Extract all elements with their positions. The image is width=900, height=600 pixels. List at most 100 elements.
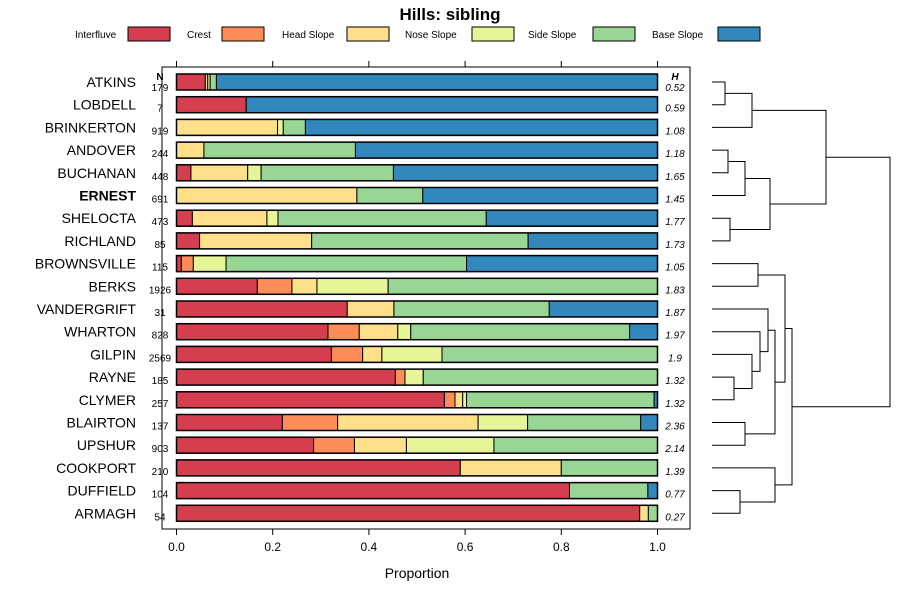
bar-segment-side-slope — [209, 73, 217, 91]
legend-swatch — [592, 26, 636, 42]
bar-segment-crest — [330, 345, 364, 363]
n-value: 185 — [152, 376, 169, 387]
y-labels: ATKINS LOBDELL BRINKERTON ANDOVER BUCHANAN ER… — [35, 74, 137, 521]
bar-row-duffield — [175, 481, 659, 500]
n-value: 1926 — [149, 285, 172, 296]
bar-segment-crest — [256, 277, 293, 295]
h-value: 0.77 — [665, 490, 685, 501]
bar-segment-side-slope — [527, 414, 642, 431]
bar-segment-side-slope — [393, 300, 550, 318]
legend-item-head-slope: Head Slope — [282, 26, 390, 42]
dendrogram-branch — [712, 149, 729, 174]
bar-segment-base-slope — [485, 209, 658, 227]
n-value: 244 — [152, 149, 169, 160]
bar-segment-head-slope — [176, 187, 358, 204]
category-label-brownsville: BROWNSVILLE — [35, 256, 136, 272]
bar-outline — [175, 277, 659, 296]
bar-segment-interfluve — [176, 73, 206, 91]
bar-segment-interfluve — [176, 459, 461, 477]
bar-outline — [175, 186, 659, 205]
bar-row-lobdell — [175, 95, 659, 114]
n-value: 448 — [152, 172, 169, 183]
bar-segment-head-slope — [639, 504, 649, 522]
bar-segment-nose-slope — [192, 255, 227, 273]
h-value: 1.18 — [665, 149, 685, 160]
bar-outline — [175, 164, 659, 182]
h-value: 1.08 — [665, 126, 685, 137]
bar-row-rayne — [175, 368, 659, 386]
dendrogram-branch — [712, 92, 753, 128]
bar-segment-interfluve — [176, 277, 258, 295]
bar-segment-base-slope — [548, 300, 659, 318]
bar-segment-interfluve — [176, 482, 570, 500]
category-label-atkins: ATKINS — [86, 74, 136, 90]
category-label-blairton: BLAIRTON — [66, 415, 136, 431]
category-label-gilpin: GILPIN — [90, 346, 136, 362]
bar-segment-base-slope — [245, 96, 658, 114]
n-column: 179 7 919 244 448 691 473 85 115 1926 31 828 2569 185… — [149, 83, 172, 523]
bar-segment-interfluve — [176, 96, 247, 114]
n-value: 54 — [154, 512, 166, 523]
bar-segment-head-slope — [454, 391, 464, 409]
bar-row-ernest — [175, 186, 659, 205]
bar-segment-side-slope — [311, 232, 529, 250]
bar-segment-side-slope — [422, 368, 658, 386]
bar-segment-interfluve — [176, 232, 201, 250]
legend-swatch — [221, 26, 265, 42]
legend-label: Side Slope — [528, 30, 577, 41]
n-value: 104 — [152, 490, 169, 501]
category-label-berks: BERKS — [89, 278, 136, 294]
category-label-armagh: ARMAGH — [75, 505, 136, 521]
dendrogram-branch — [712, 263, 759, 287]
h-value: 1.45 — [665, 195, 685, 206]
dendrogram-branch — [730, 177, 771, 231]
bar-segment-head-slope — [346, 300, 395, 318]
bar-segment-side-slope — [277, 209, 487, 227]
category-label-upshur: UPSHUR — [77, 437, 136, 453]
h-value: 1.97 — [665, 331, 685, 342]
h-value: 1.05 — [665, 263, 685, 274]
n-value: 691 — [152, 195, 169, 206]
bar-segment-crest — [180, 255, 194, 273]
bar-row-berks — [175, 277, 659, 296]
h-value: 0.59 — [665, 104, 685, 115]
legend-label: Base Slope — [652, 30, 704, 41]
bar-segment-base-slope — [647, 482, 659, 500]
bar-outline — [175, 209, 659, 227]
category-label-andover: ANDOVER — [67, 142, 136, 158]
x-axis: 0.0 0.2 0.4 0.6 0.8 1.0 — [168, 61, 666, 554]
bar-segment-head-slope — [199, 232, 313, 250]
bar-segment-interfluve — [176, 345, 332, 363]
bar-segment-nose-slope — [316, 277, 389, 295]
bar-segment-interfluve — [176, 323, 329, 341]
h-value: 1.83 — [665, 285, 685, 296]
bar-segment-head-slope — [191, 209, 268, 227]
bar-outline — [175, 322, 659, 341]
bar-segment-side-slope — [260, 164, 394, 182]
category-label-cookport: COOKPORT — [56, 460, 136, 476]
dendrogram-branch — [712, 467, 776, 503]
bar-outline — [175, 118, 659, 137]
category-label-richland: RICHLAND — [64, 233, 136, 249]
bar-segment-head-slope — [353, 436, 407, 454]
legend: Interfluve Crest Head Slope Nose Slope Side … — [75, 26, 761, 42]
dendrogram-branch — [712, 353, 753, 389]
bar-segment-base-slope — [215, 73, 658, 91]
category-label-wharton: WHARTON — [64, 324, 136, 340]
bar-outline — [175, 345, 659, 364]
bar-segment-base-slope — [422, 187, 658, 204]
n-value: 903 — [152, 444, 169, 455]
legend-label: Nose Slope — [405, 30, 457, 41]
bar-row-atkins — [175, 73, 659, 91]
bar-segment-side-slope — [441, 345, 658, 363]
bar-segment-side-slope — [203, 141, 356, 159]
bar-segment-nose-slope — [277, 118, 284, 136]
bar-segment-head-slope — [176, 141, 205, 159]
x-tick-label: 0.4 — [361, 540, 378, 554]
bar-outline — [175, 481, 659, 500]
n-value: 179 — [152, 83, 169, 94]
h-column: 0.52 0.59 1.08 1.18 1.65 1.45 1.77 1.73 1.05 1.83… — [664, 83, 685, 523]
dendrogram-branch — [712, 490, 741, 514]
bar-segment-side-slope — [466, 391, 655, 409]
bar-segment-head-slope — [362, 345, 383, 363]
